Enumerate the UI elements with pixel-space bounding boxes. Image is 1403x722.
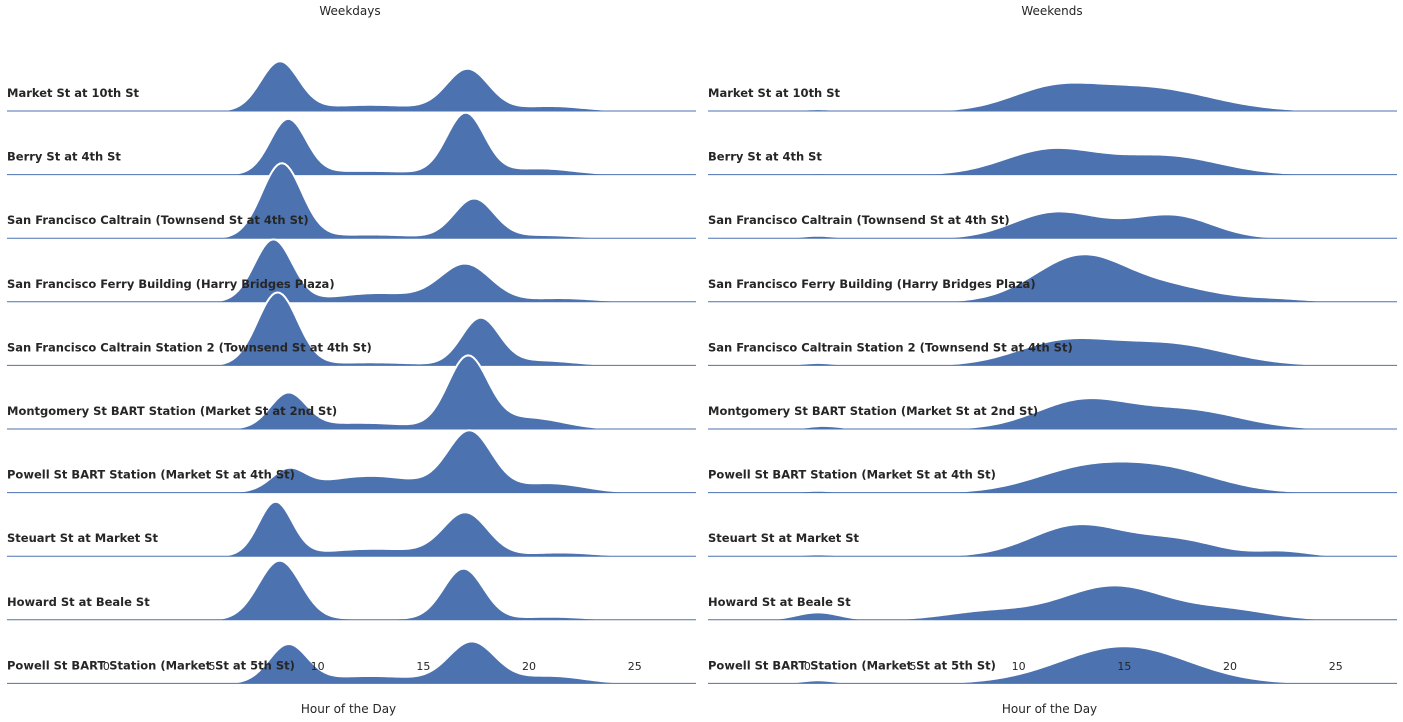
ridge-outline	[708, 146, 1397, 176]
row-label: San Francisco Caltrain Station 2 (Townse…	[7, 340, 372, 354]
row-label: Berry St at 4th St	[7, 150, 121, 164]
ridge-outline	[7, 291, 696, 367]
x-tick-label: 5	[209, 660, 216, 673]
ridge-outline	[708, 460, 1397, 494]
row-label: San Francisco Caltrain Station 2 (Townse…	[708, 340, 1073, 354]
ridge-area	[7, 239, 696, 302]
ridge-row-2-3: San Francisco Caltrain (Townsend St at 4…	[708, 210, 1397, 240]
x-axis-label: Hour of the Day	[301, 702, 396, 716]
ridge-row-2-6: Montgomery St BART Station (Market St at…	[708, 397, 1397, 430]
ridge-outline	[708, 523, 1397, 558]
ridge-area	[708, 338, 1397, 366]
ridge-row-2-9: Howard St at Beale St	[708, 584, 1397, 621]
ridge-area	[708, 585, 1397, 620]
row-label: Powell St BART Station (Market St at 4th…	[708, 468, 996, 482]
x-axis-label: Hour of the Day	[1002, 702, 1097, 716]
ridge-outline	[7, 559, 696, 621]
ridge-row-2-5: San Francisco Caltrain Station 2 (Townse…	[708, 337, 1397, 367]
row-label: Berry St at 4th St	[708, 150, 822, 164]
row-label: Powell St BART Station (Market St at 5th…	[708, 658, 996, 672]
ridge-area	[708, 82, 1397, 111]
ridge-area	[7, 560, 696, 620]
row-label: San Francisco Ferry Building (Harry Brid…	[7, 277, 335, 291]
row-label: Market St at 10th St	[7, 86, 140, 100]
ridge-area	[7, 112, 696, 175]
ridge-area	[708, 147, 1397, 175]
ridge-row-1-1: Market St at 10th St	[7, 60, 696, 112]
ridge-row-1-6: Montgomery St BART Station (Market St at…	[7, 354, 696, 430]
ridge-row-2-1: Market St at 10th St	[708, 81, 1397, 112]
x-tick-label: 10	[311, 660, 325, 673]
x-tick-label: 15	[1117, 660, 1131, 673]
ridge-row-2-2: Berry St at 4th St	[708, 146, 1397, 176]
panel-title-1: Weekdays	[319, 4, 380, 18]
ridge-outline	[708, 81, 1397, 112]
ridge-outline	[708, 584, 1397, 621]
ridge-row-1-2: Berry St at 4th St	[7, 111, 696, 176]
x-tick-label: 25	[628, 660, 642, 673]
ridge-row-1-3: San Francisco Caltrain (Townsend St at 4…	[7, 162, 696, 240]
ridge-row-2-7: Powell St BART Station (Market St at 4th…	[708, 460, 1397, 494]
x-tick-label: 5	[910, 660, 917, 673]
ridge-row-1-5: San Francisco Caltrain Station 2 (Townse…	[7, 291, 696, 367]
row-label: Howard St at Beale St	[708, 595, 851, 609]
row-label: Howard St at Beale St	[7, 595, 150, 609]
ridge-area	[708, 461, 1397, 493]
row-label: San Francisco Ferry Building (Harry Brid…	[708, 277, 1036, 291]
ridge-outline	[7, 500, 696, 558]
ridge-row-2-10: Powell St BART Station (Market St at 5th…	[708, 645, 1397, 685]
x-tick-label: 20	[1223, 660, 1237, 673]
ridge-outline	[708, 397, 1397, 430]
x-tick-label: 20	[522, 660, 536, 673]
ridge-row-2-4: San Francisco Ferry Building (Harry Brid…	[708, 253, 1397, 303]
row-label: Steuart St at Market St	[7, 531, 159, 545]
ridge-outline	[708, 253, 1397, 303]
x-tick-label: 0	[804, 660, 811, 673]
ridge-outline	[708, 645, 1397, 685]
ridge-area	[708, 398, 1397, 429]
ridge-outline	[708, 337, 1397, 367]
ridge-row-1-9: Howard St at Beale St	[7, 559, 696, 621]
ridge-row-1-8: Steuart St at Market St	[7, 500, 696, 558]
ridge-area	[708, 254, 1397, 302]
ridge-outline	[7, 238, 696, 303]
row-label: San Francisco Caltrain (Townsend St at 4…	[708, 213, 1010, 227]
row-label: Market St at 10th St	[708, 86, 841, 100]
ridge-outline	[7, 111, 696, 176]
x-tick-label: 25	[1329, 660, 1343, 673]
ridge-area	[708, 211, 1397, 239]
row-label: Steuart St at Market St	[708, 531, 860, 545]
row-label: Powell St BART Station (Market St at 4th…	[7, 468, 295, 482]
ridge-row-1-4: San Francisco Ferry Building (Harry Brid…	[7, 238, 696, 303]
ridge-row-1-10: Powell St BART Station (Market St at 5th…	[7, 640, 696, 685]
x-tick-label: 15	[416, 660, 430, 673]
ridge-row-1-7: Powell St BART Station (Market St at 4th…	[7, 429, 696, 494]
panel-title-2: Weekends	[1021, 4, 1082, 18]
row-label: Powell St BART Station (Market St at 5th…	[7, 658, 295, 672]
x-tick-label: 0	[103, 660, 110, 673]
ridge-area	[7, 292, 696, 366]
row-label: San Francisco Caltrain (Townsend St at 4…	[7, 213, 309, 227]
ridge-area	[7, 501, 696, 557]
ridge-area	[7, 430, 696, 493]
row-label: Montgomery St BART Station (Market St at…	[708, 404, 1038, 418]
row-label: Montgomery St BART Station (Market St at…	[7, 404, 337, 418]
x-tick-label: 10	[1012, 660, 1026, 673]
ridge-row-2-8: Steuart St at Market St	[708, 523, 1397, 558]
